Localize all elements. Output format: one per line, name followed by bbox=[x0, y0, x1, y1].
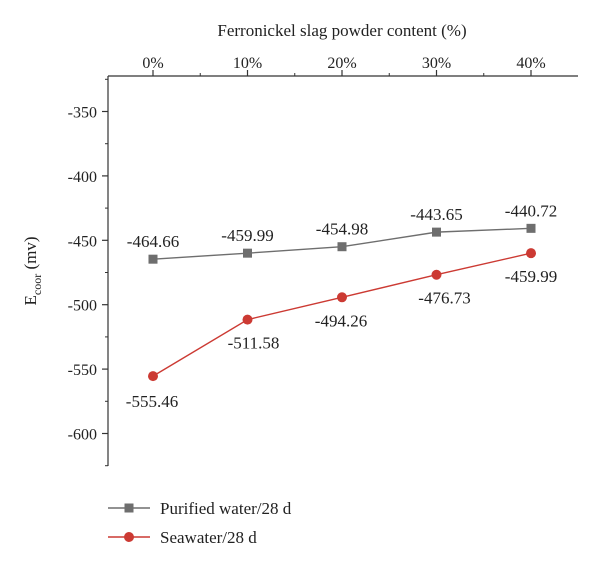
data-point-circle bbox=[526, 248, 536, 259]
data-label: -443.65 bbox=[410, 205, 462, 224]
y-axis-title: Ecoor (mv) bbox=[21, 236, 44, 305]
y-tick-label: -600 bbox=[68, 427, 97, 444]
y-axis-title-unit: (mv) bbox=[21, 236, 40, 273]
legend-label: Purified water/28 d bbox=[160, 499, 292, 518]
legend-marker-square bbox=[124, 503, 134, 513]
data-label: -494.26 bbox=[315, 311, 367, 330]
x-tick-label: 30% bbox=[422, 55, 451, 72]
series-layer: -464.66 -459.99 -454.98 -443.65 -440.72 -555.… bbox=[126, 201, 557, 411]
y-tick-label: -350 bbox=[68, 105, 97, 122]
data-point-circle bbox=[242, 314, 253, 325]
y-axis-title-subscript: coor bbox=[30, 274, 44, 295]
y-tick-label: -400 bbox=[68, 169, 97, 186]
legend: Purified water/28 d Seawater/28 d bbox=[108, 499, 292, 547]
data-point-square bbox=[526, 223, 536, 233]
data-label: -454.98 bbox=[316, 220, 368, 239]
x-tick-label: 20% bbox=[327, 55, 356, 72]
data-label: -464.66 bbox=[127, 232, 179, 251]
y-tick-label: -550 bbox=[68, 362, 97, 379]
legend-label: Seawater/28 d bbox=[160, 528, 257, 547]
data-point-square bbox=[432, 227, 441, 237]
x-tick-label: 0% bbox=[142, 55, 163, 72]
x-ticks: 0% 10% 20% 30% 40% bbox=[142, 55, 546, 76]
data-point-square bbox=[337, 242, 347, 252]
y-ticks: -350 -400 -450 -500 -550 -600 bbox=[68, 78, 108, 467]
data-label: -459.99 bbox=[505, 267, 557, 286]
y-axis-title-main: E bbox=[21, 295, 40, 305]
data-label: -511.58 bbox=[228, 334, 280, 353]
y-tick-label: -500 bbox=[68, 298, 97, 315]
legend-marker-circle bbox=[124, 532, 134, 542]
data-point-circle bbox=[148, 371, 158, 382]
y-tick-label: -450 bbox=[68, 233, 97, 250]
data-point-circle bbox=[431, 269, 442, 280]
data-label: -459.99 bbox=[221, 226, 273, 245]
data-point-circle bbox=[337, 292, 347, 303]
x-tick-label: 10% bbox=[233, 55, 262, 72]
data-label: -476.73 bbox=[418, 289, 470, 308]
x-axis-title: Ferronickel slag powder content (%) bbox=[217, 21, 466, 40]
data-label: -440.72 bbox=[505, 201, 557, 220]
data-point-square bbox=[243, 248, 252, 258]
data-label: -555.46 bbox=[126, 392, 178, 411]
data-point-square bbox=[148, 254, 158, 264]
x-tick-label: 40% bbox=[516, 55, 545, 72]
